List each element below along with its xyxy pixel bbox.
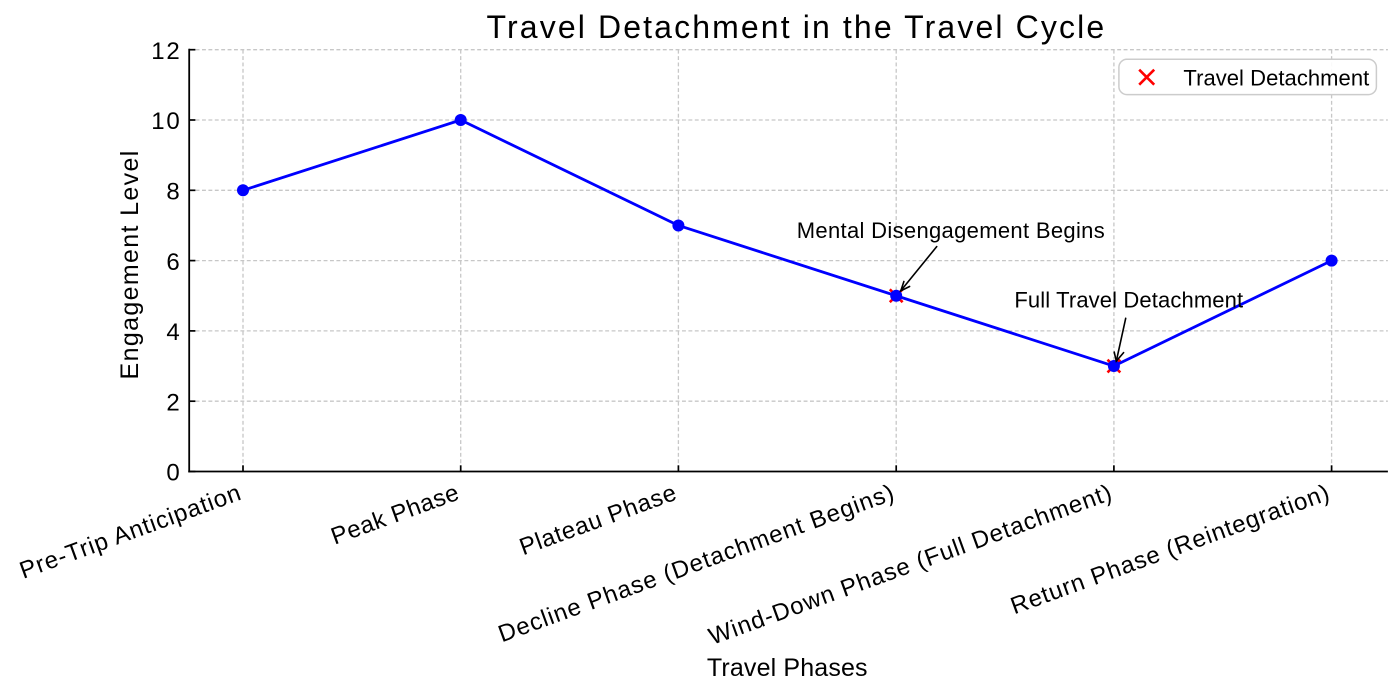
svg-text:0: 0 bbox=[166, 460, 181, 487]
svg-text:8: 8 bbox=[166, 179, 181, 206]
svg-text:Travel Phases: Travel Phases bbox=[707, 654, 868, 682]
svg-text:4: 4 bbox=[166, 319, 181, 346]
svg-text:Full Travel Detachment: Full Travel Detachment bbox=[1014, 288, 1243, 313]
svg-text:12: 12 bbox=[151, 38, 181, 65]
svg-text:10: 10 bbox=[151, 108, 181, 135]
svg-text:2: 2 bbox=[166, 389, 181, 416]
svg-text:Travel Detachment: Travel Detachment bbox=[1183, 66, 1369, 91]
svg-text:Travel Detachment in the Trave: Travel Detachment in the Travel Cycle bbox=[487, 9, 1107, 45]
svg-text:Mental Disengagement Begins: Mental Disengagement Begins bbox=[797, 218, 1105, 243]
svg-text:Engagement Level: Engagement Level bbox=[116, 149, 144, 379]
svg-text:6: 6 bbox=[166, 249, 181, 276]
